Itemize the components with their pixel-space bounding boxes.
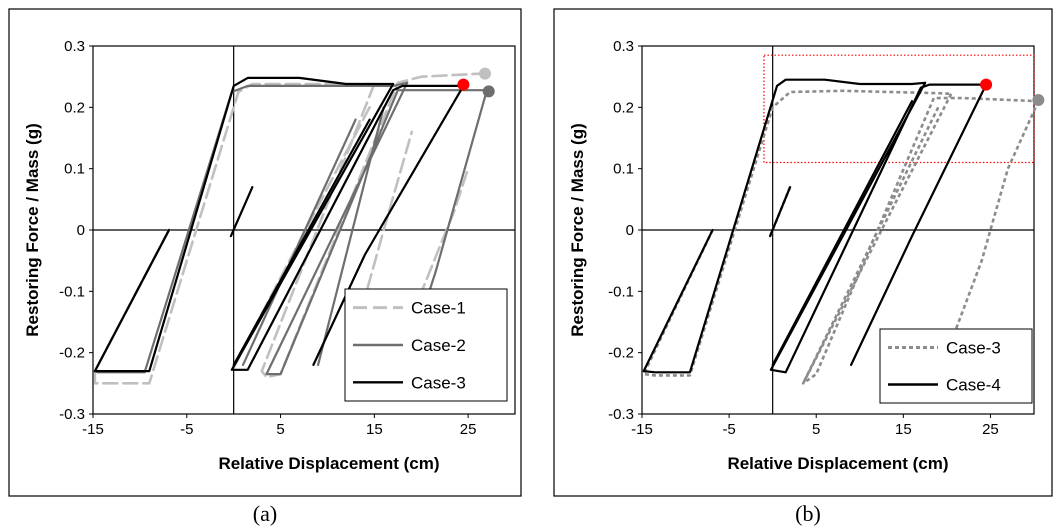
legend-label: Case-3 (411, 373, 466, 392)
panel-b: 0.3 0.2 0.1 0 -0.1 -0.2 -0.3-15 -5 5 15 25 Relativ… (553, 8, 1053, 497)
x-tick-label: -15 (631, 421, 653, 438)
series-line (850, 83, 988, 366)
series-line (265, 81, 488, 376)
x-tick-label: -5 (722, 421, 735, 438)
caption-b: (b) (795, 501, 821, 526)
panel-b-frame (553, 8, 1053, 497)
x-tick-label: 5 (812, 421, 820, 438)
legend-label: Case-3 (946, 339, 1001, 358)
y-tick-label: 0.3 (613, 38, 634, 55)
series-line (771, 100, 914, 366)
series-line (769, 186, 792, 238)
end-point-marker (980, 78, 993, 91)
y-tick-label: -0.1 (59, 283, 85, 300)
series-line (317, 106, 385, 366)
series-line (229, 186, 254, 238)
x-tick-label: 25 (982, 421, 999, 438)
panel-a-frame (8, 8, 522, 497)
x-tick-label: 15 (895, 421, 912, 438)
series-line (642, 78, 927, 374)
legend-a: Case-1 Case-2 Case-3 (344, 288, 508, 402)
y-tick-label: -0.1 (608, 283, 634, 300)
plot-b: 0.3 0.2 0.1 0 -0.1 -0.2 -0.3-15 -5 5 15 25 (608, 38, 1045, 438)
x-axis-title-a: Relative Displacement (cm) (218, 454, 439, 473)
series-line (93, 76, 395, 373)
y-tick-label: 0.1 (64, 161, 85, 178)
series-line (241, 118, 357, 366)
x-tick-label: 5 (276, 421, 284, 438)
y-tick-label: 0.2 (64, 99, 85, 116)
x-axis-title-b: Relative Displacement (cm) (727, 454, 948, 473)
zoom-region-box (763, 54, 1035, 164)
series-line (93, 82, 376, 385)
y-tick-label: 0.2 (613, 99, 634, 116)
end-point-marker (1032, 93, 1045, 106)
y-tick-label: -0.3 (59, 406, 85, 423)
series-line (232, 118, 371, 366)
series-line (941, 100, 1040, 366)
series-case-3 (93, 76, 465, 373)
y-tick-label: 0.1 (613, 161, 634, 178)
x-tick-label: 15 (366, 421, 383, 438)
series-line (802, 106, 940, 384)
caption-a: (a) (253, 501, 277, 526)
y-tick-label: -0.2 (608, 345, 634, 362)
y-tick-label: 0 (626, 222, 634, 239)
panel-a: 0.3 0.2 0.1 0 -0.1 -0.2 -0.3-15 -5 5 15 25 Relativ… (8, 8, 522, 497)
y-tick-label: 0.3 (64, 38, 85, 55)
series-line (230, 82, 465, 371)
series-line (312, 84, 465, 366)
y-tick-label: -0.3 (608, 406, 634, 423)
end-point-marker (482, 85, 495, 98)
x-tick-label: -5 (180, 421, 193, 438)
series-case-4 (642, 78, 988, 374)
y-axis-title-a: Restoring Force / Mass (g) (23, 123, 42, 336)
y-tick-label: -0.2 (59, 345, 85, 362)
series-line (642, 89, 952, 377)
x-tick-label: 25 (460, 421, 477, 438)
legend-label: Case-4 (946, 376, 1001, 395)
end-point-marker (457, 78, 470, 91)
legend-label: Case-1 (411, 299, 466, 318)
x-tick-label: -15 (82, 421, 104, 438)
end-point-marker (478, 67, 491, 80)
series-line (410, 167, 470, 318)
y-axis-title-b: Restoring Force / Mass (g) (568, 123, 587, 336)
legend-b: Case-3 Case-4 (879, 328, 1033, 404)
y-tick-label: 0 (77, 222, 85, 239)
legend-box (879, 328, 1033, 404)
legend-label: Case-2 (411, 336, 466, 355)
